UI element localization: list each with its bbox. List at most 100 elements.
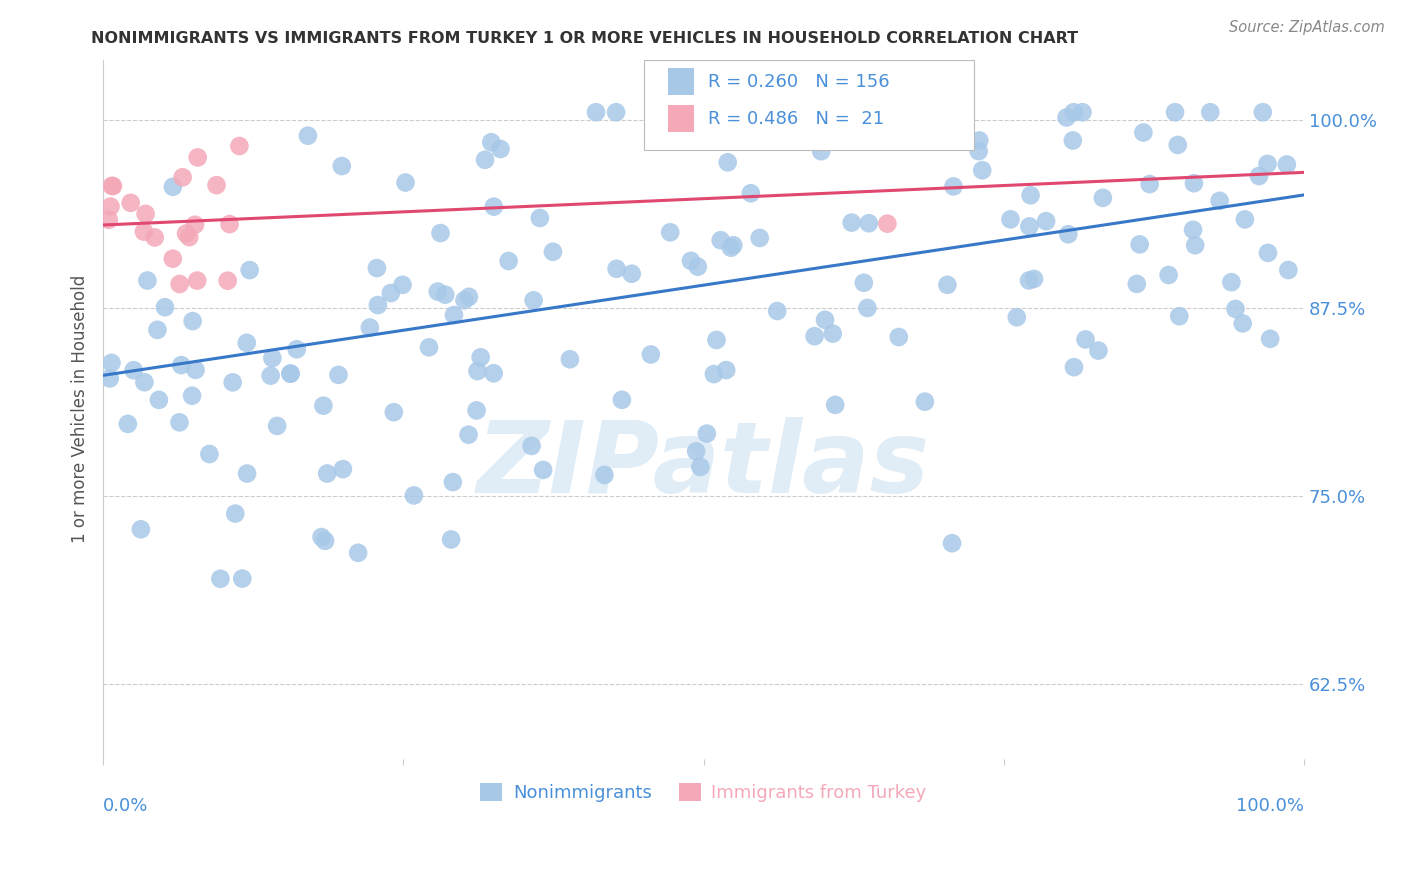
Point — [359, 320, 381, 334]
Point — [443, 308, 465, 322]
Point — [120, 195, 142, 210]
Point — [101, 179, 124, 194]
Point — [605, 105, 627, 120]
Point — [380, 286, 402, 301]
Point — [266, 418, 288, 433]
Point — [723, 238, 745, 252]
Point — [179, 230, 201, 244]
Point — [1164, 105, 1187, 120]
Point — [135, 207, 157, 221]
Point — [153, 300, 176, 314]
Point — [972, 163, 994, 178]
Point — [1129, 237, 1152, 252]
Point — [122, 363, 145, 377]
Point — [100, 200, 122, 214]
Point — [467, 364, 489, 378]
Point — [174, 227, 197, 241]
Point — [181, 389, 204, 403]
Point — [1074, 333, 1097, 347]
Text: R = 0.486   N =  21: R = 0.486 N = 21 — [709, 110, 884, 128]
Point — [887, 330, 910, 344]
Point — [97, 212, 120, 227]
Point — [169, 415, 191, 429]
Point — [703, 367, 725, 381]
Point — [1182, 223, 1205, 237]
Point — [498, 254, 520, 268]
FancyBboxPatch shape — [644, 60, 974, 151]
Point — [316, 467, 339, 481]
Point — [280, 367, 302, 381]
Point — [531, 463, 554, 477]
Point — [811, 105, 834, 120]
Point — [1258, 332, 1281, 346]
Point — [328, 368, 350, 382]
Point — [100, 356, 122, 370]
Point — [585, 105, 607, 120]
Point — [876, 217, 898, 231]
Point — [224, 507, 246, 521]
Point — [821, 326, 844, 341]
Point — [143, 230, 166, 244]
Point — [162, 252, 184, 266]
Text: Source: ZipAtlas.com: Source: ZipAtlas.com — [1229, 20, 1385, 35]
Point — [803, 329, 825, 343]
Point — [217, 274, 239, 288]
Point — [967, 144, 990, 158]
Point — [184, 363, 207, 377]
Point — [523, 293, 546, 308]
Point — [1247, 169, 1270, 183]
Text: ZIPatlas: ZIPatlas — [477, 417, 931, 514]
Point — [1199, 105, 1222, 120]
Point — [685, 444, 707, 458]
Point — [222, 376, 245, 390]
Point — [402, 488, 425, 502]
Point — [1157, 268, 1180, 282]
Point — [330, 159, 353, 173]
Point — [426, 285, 449, 299]
Point — [659, 225, 682, 239]
Point — [1019, 188, 1042, 202]
Point — [489, 142, 512, 156]
Point — [640, 347, 662, 361]
Point — [231, 572, 253, 586]
Point — [1233, 212, 1256, 227]
Point — [187, 150, 209, 164]
Point — [714, 363, 737, 377]
Point — [541, 244, 564, 259]
Point — [98, 371, 121, 385]
Point — [148, 392, 170, 407]
Point — [1225, 301, 1247, 316]
Point — [856, 301, 879, 315]
Point — [748, 231, 770, 245]
Point — [852, 276, 875, 290]
Legend: Nonimmigrants, Immigrants from Turkey: Nonimmigrants, Immigrants from Turkey — [474, 775, 934, 809]
Point — [520, 439, 543, 453]
Point — [429, 226, 451, 240]
Point — [717, 155, 740, 169]
Point — [824, 398, 846, 412]
Point — [620, 267, 643, 281]
Point — [332, 462, 354, 476]
Point — [482, 200, 505, 214]
Point — [1071, 105, 1094, 120]
Point — [394, 176, 416, 190]
Point — [1056, 111, 1078, 125]
Point — [1035, 214, 1057, 228]
Point — [1005, 310, 1028, 325]
Point — [314, 533, 336, 548]
Point — [259, 368, 281, 383]
Point — [1220, 275, 1243, 289]
Point — [1167, 137, 1189, 152]
FancyBboxPatch shape — [668, 105, 695, 132]
Point — [186, 274, 208, 288]
Point — [1184, 238, 1206, 252]
Point — [312, 399, 335, 413]
Point — [285, 343, 308, 357]
Point — [170, 358, 193, 372]
Point — [184, 218, 207, 232]
Point — [239, 263, 262, 277]
Point — [744, 118, 766, 132]
Point — [181, 314, 204, 328]
Point — [136, 274, 159, 288]
Point — [679, 253, 702, 268]
